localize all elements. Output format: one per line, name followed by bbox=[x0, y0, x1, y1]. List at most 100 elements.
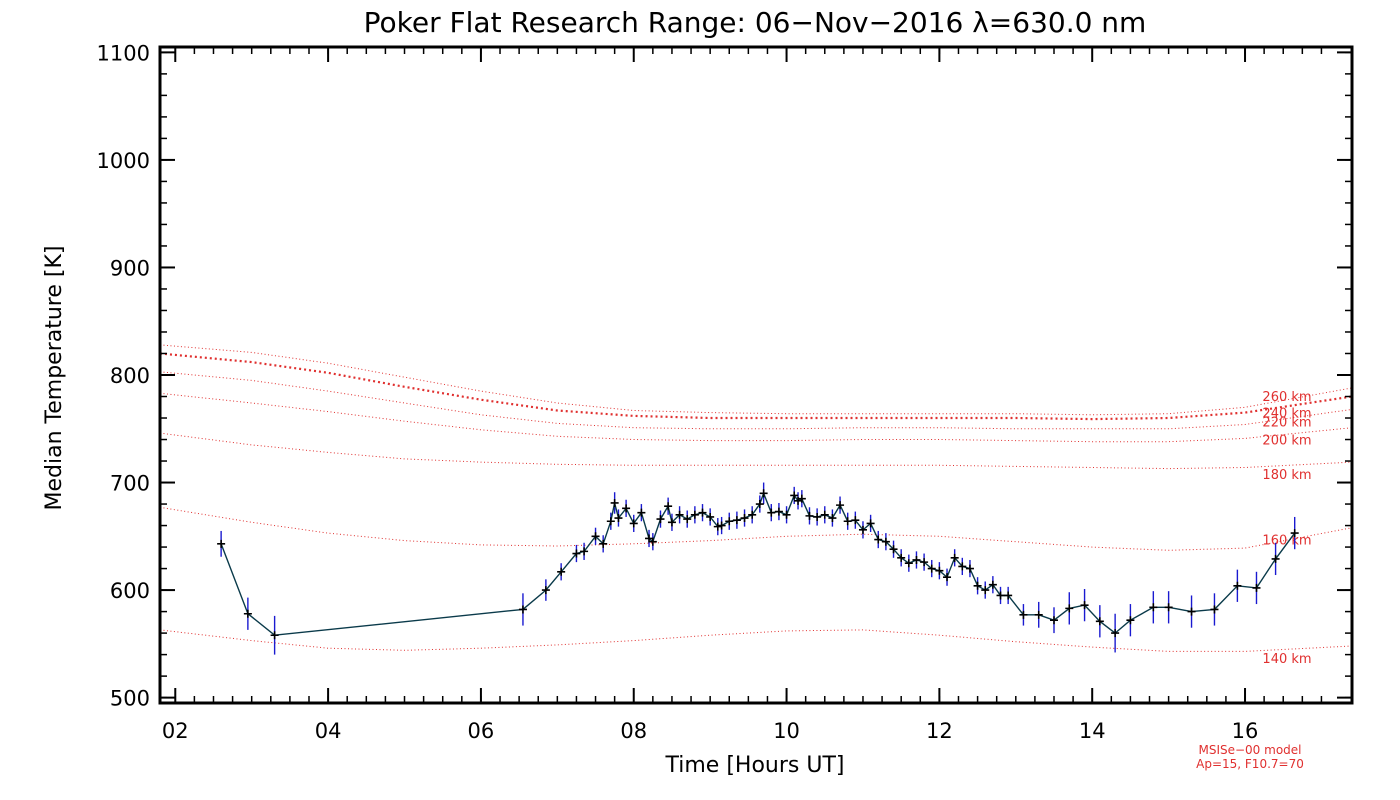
data-series bbox=[217, 482, 1299, 655]
data-point bbox=[912, 555, 921, 564]
data-point bbox=[820, 510, 829, 519]
model-curve-220-km bbox=[159, 371, 1353, 430]
x-tick-label: 08 bbox=[620, 719, 647, 743]
data-point bbox=[1252, 583, 1261, 592]
model-note-line-2: Ap=15, F10.7=70 bbox=[1196, 757, 1304, 771]
data-point bbox=[683, 515, 692, 524]
data-point bbox=[217, 539, 226, 548]
data-point bbox=[557, 567, 566, 576]
x-tick-label: 06 bbox=[468, 719, 495, 743]
data-point bbox=[958, 562, 967, 571]
data-point bbox=[797, 494, 806, 503]
model-curve-label: 220 km bbox=[1262, 415, 1311, 430]
data-point bbox=[1111, 629, 1120, 638]
data-point bbox=[629, 519, 638, 528]
x-tick-label: 04 bbox=[315, 719, 342, 743]
data-point bbox=[866, 519, 875, 528]
data-point bbox=[637, 508, 646, 517]
data-point bbox=[996, 591, 1005, 600]
data-point bbox=[541, 586, 550, 595]
data-point bbox=[927, 564, 936, 573]
y-tick-label: 600 bbox=[110, 579, 150, 603]
data-point bbox=[614, 514, 623, 523]
data-point bbox=[988, 580, 997, 589]
data-point bbox=[518, 605, 527, 614]
data-point bbox=[740, 514, 749, 523]
y-tick-label: 900 bbox=[110, 256, 150, 280]
data-point bbox=[656, 515, 665, 524]
y-tick-label: 1100 bbox=[97, 41, 150, 65]
x-tick-label: 14 bbox=[1079, 719, 1106, 743]
data-point bbox=[973, 581, 982, 590]
model-curve-label: 240 km bbox=[1262, 407, 1311, 422]
data-point bbox=[828, 514, 837, 523]
data-point bbox=[889, 545, 898, 554]
y-axis-label: Median Temperature [K] bbox=[42, 246, 67, 511]
data-point bbox=[748, 510, 757, 519]
data-point bbox=[935, 566, 944, 575]
data-point bbox=[858, 525, 867, 534]
data-point bbox=[805, 511, 814, 520]
data-point bbox=[675, 510, 684, 519]
model-curve-label: 180 km bbox=[1262, 468, 1311, 483]
data-point bbox=[610, 498, 619, 507]
data-point bbox=[664, 502, 673, 511]
data-point bbox=[843, 517, 852, 526]
y-tick-label: 800 bbox=[110, 364, 150, 388]
x-axis-label: Time [Hours UT] bbox=[665, 753, 845, 778]
data-point bbox=[572, 549, 581, 558]
data-point bbox=[813, 512, 822, 521]
x-tick-label: 16 bbox=[1232, 719, 1259, 743]
model-curve-label: 160 km bbox=[1262, 534, 1311, 549]
y-tick-label: 1000 bbox=[97, 149, 150, 173]
data-point bbox=[920, 558, 929, 567]
data-point bbox=[648, 537, 657, 546]
data-point bbox=[874, 535, 883, 544]
data-point bbox=[606, 517, 615, 526]
data-point bbox=[725, 517, 734, 526]
data-point bbox=[790, 491, 799, 500]
data-point bbox=[1164, 603, 1173, 612]
data-point bbox=[1290, 529, 1299, 538]
data-point bbox=[1019, 610, 1028, 619]
y-tick-label: 700 bbox=[110, 472, 150, 496]
data-point bbox=[1050, 616, 1058, 625]
data-point bbox=[591, 532, 600, 541]
data-point bbox=[667, 518, 676, 527]
data-point bbox=[1080, 601, 1089, 610]
data-point bbox=[706, 512, 715, 521]
data-point bbox=[270, 631, 279, 640]
model-curve-140-km bbox=[159, 629, 1353, 652]
chart-title: Poker Flat Research Range: 06−Nov−2016 λ… bbox=[364, 6, 1147, 39]
data-point bbox=[759, 489, 768, 498]
data-point bbox=[1004, 591, 1013, 600]
data-point bbox=[1149, 603, 1158, 612]
data-point bbox=[1271, 554, 1280, 563]
model-curve-label: 140 km bbox=[1262, 652, 1311, 667]
axes: 02 04 06 08 10 12 14 16 500 600 700 800 900 1000 1100 bbox=[97, 41, 1354, 743]
data-point bbox=[1187, 607, 1196, 616]
data-point bbox=[904, 559, 913, 568]
data-point bbox=[698, 508, 707, 517]
data-point bbox=[599, 539, 608, 548]
data-point bbox=[950, 553, 959, 562]
data-point bbox=[897, 553, 906, 562]
data-point bbox=[767, 508, 776, 517]
data-point bbox=[690, 510, 699, 519]
data-point bbox=[713, 522, 722, 531]
y-tick-label: 500 bbox=[110, 687, 150, 711]
model-curve-160-km bbox=[159, 506, 1353, 551]
data-point bbox=[1065, 604, 1074, 613]
model-note-line-1: MSISe−00 model bbox=[1198, 743, 1301, 757]
data-point bbox=[943, 573, 952, 582]
data-point bbox=[1233, 581, 1242, 590]
data-point bbox=[755, 500, 764, 509]
data-point bbox=[243, 609, 252, 618]
data-point bbox=[1126, 616, 1135, 625]
data-point bbox=[782, 510, 791, 519]
data-point bbox=[836, 501, 845, 510]
data-point bbox=[622, 504, 631, 513]
data-point bbox=[717, 521, 726, 530]
x-tick-label: 10 bbox=[773, 719, 800, 743]
